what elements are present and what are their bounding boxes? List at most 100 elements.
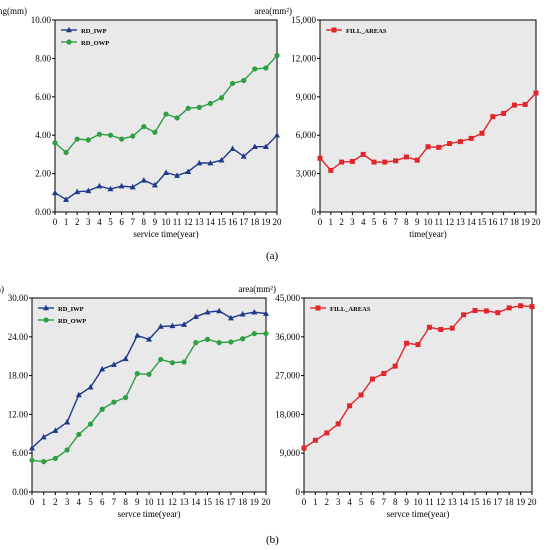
x-axis-label: servce time(year) (118, 509, 181, 519)
y-tick-label: 18.00 (8, 371, 29, 381)
data-point (468, 135, 474, 141)
data-point (111, 399, 117, 405)
y-tick-label: 12.00 (8, 409, 29, 419)
x-tick-label: 17 (499, 217, 509, 227)
y-axis-label: area(mm²) (254, 6, 292, 16)
y-tick-label: 45,000 (275, 293, 300, 303)
x-tick-label: 8 (123, 497, 128, 507)
data-point (251, 309, 258, 315)
y-tick-label: 36,000 (275, 332, 300, 342)
y-axis-label: rutting(mm) (0, 6, 27, 16)
data-point (461, 312, 467, 318)
y-tick-label: 8.00 (35, 53, 51, 63)
legend-label: FILL_AREAS (346, 28, 387, 35)
data-point (122, 355, 129, 362)
data-point (63, 196, 70, 202)
data-point (29, 444, 35, 451)
data-point (241, 77, 247, 84)
data-point (218, 95, 225, 101)
data-point (107, 132, 114, 138)
legend-label: RD_IWP (58, 306, 84, 313)
data-point (192, 313, 199, 320)
data-point (157, 323, 164, 329)
data-point (522, 101, 528, 107)
x-tick-label: 11 (425, 497, 434, 507)
data-point (252, 66, 258, 72)
x-tick-label: 19 (516, 497, 526, 507)
data-point (41, 459, 47, 465)
x-tick-label: 18 (510, 217, 520, 227)
data-point (324, 430, 330, 436)
data-point (181, 321, 188, 327)
data-point (317, 155, 323, 161)
data-point (228, 339, 234, 345)
data-point (85, 187, 92, 194)
data-point (130, 133, 136, 139)
x-tick-label: 9 (153, 217, 158, 227)
data-point (347, 403, 353, 409)
data-point (193, 340, 199, 346)
x-tick-label: 12 (168, 497, 177, 507)
data-point (533, 90, 539, 96)
data-point (169, 322, 176, 329)
data-point (96, 182, 103, 189)
data-point (425, 144, 431, 150)
data-point (511, 102, 517, 108)
data-point (163, 169, 169, 175)
legend-marker (331, 27, 337, 33)
x-tick-label: 9 (135, 497, 140, 507)
x-axis-label: time(year) (409, 229, 446, 239)
x-tick-label: 10 (424, 217, 434, 227)
y-tick-label: 0.00 (35, 207, 51, 217)
data-point (119, 136, 125, 142)
data-point (29, 457, 35, 463)
x-tick-label: 11 (173, 217, 182, 227)
x-tick-label: 17 (239, 217, 249, 227)
x-tick-label: 15 (203, 497, 213, 507)
data-point (227, 314, 234, 321)
data-point (382, 159, 388, 165)
y-axis-label: rutting(mm) (0, 284, 4, 294)
data-point (479, 130, 485, 136)
panel-label-b: (b) (266, 534, 279, 546)
data-point (506, 305, 512, 311)
x-tick-label: 9 (404, 497, 409, 507)
x-tick-label: 16 (228, 217, 238, 227)
x-tick-label: 0 (318, 217, 323, 227)
data-point (414, 157, 420, 163)
data-point (218, 156, 225, 163)
panel-label-a: (a) (266, 250, 279, 262)
x-tick-label: 20 (262, 497, 272, 507)
legend-marker (315, 305, 321, 311)
x-tick-label: 5 (359, 497, 364, 507)
x-axis-label: servce time(year) (387, 509, 450, 519)
data-point (263, 65, 269, 71)
data-point (251, 143, 258, 150)
data-point (358, 392, 364, 398)
data-point (134, 371, 140, 377)
data-point (52, 427, 59, 433)
data-point (339, 159, 345, 165)
data-point (335, 421, 341, 427)
x-tick-label: 12 (184, 217, 193, 227)
data-point (146, 371, 152, 377)
x-tick-label: 15 (217, 217, 227, 227)
x-tick-label: 7 (112, 497, 117, 507)
x-tick-label: 17 (493, 497, 503, 507)
data-point (529, 304, 535, 310)
data-point (301, 445, 307, 451)
x-tick-label: 16 (215, 497, 225, 507)
data-point (403, 154, 409, 160)
legend-label: RD_IWP (81, 28, 107, 35)
data-point (110, 361, 117, 367)
data-point (371, 159, 377, 165)
y-tick-label: 6.00 (35, 92, 51, 102)
x-tick-label: 19 (250, 497, 260, 507)
data-point (40, 433, 47, 440)
data-point (141, 123, 147, 130)
plot-area (319, 19, 537, 213)
data-point (240, 153, 247, 159)
plot-area (31, 297, 267, 493)
